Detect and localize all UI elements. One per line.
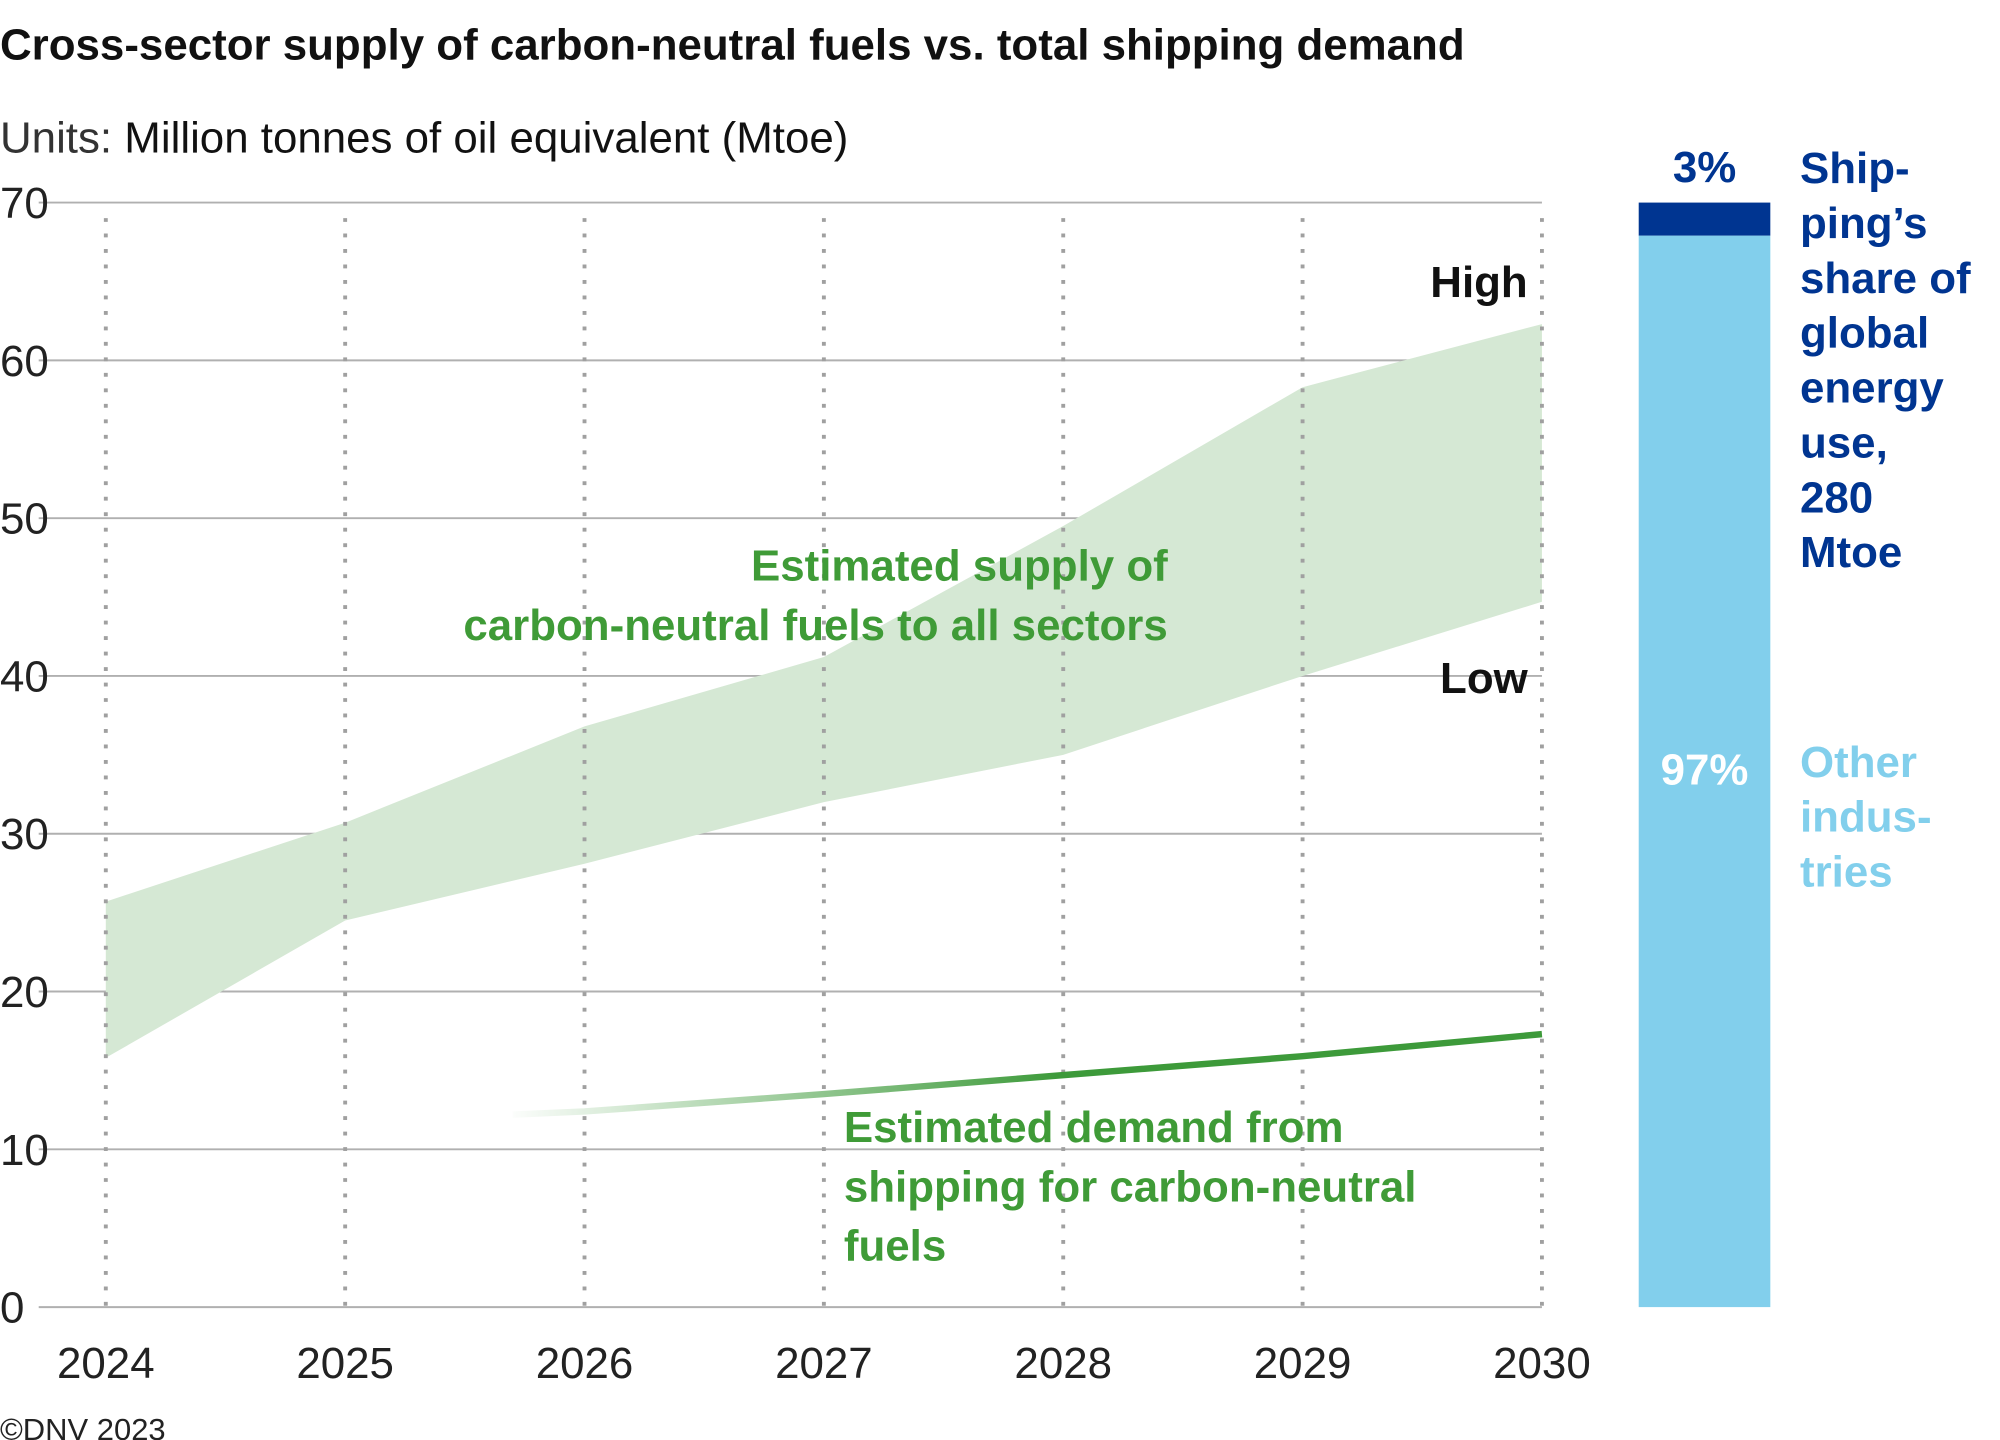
other-industries-text: Other indus-tries bbox=[1800, 738, 1932, 897]
other-text-line: Other bbox=[1800, 738, 1917, 787]
chart-title: Cross-sector supply of carbon-neutral fu… bbox=[0, 20, 1465, 69]
y-tick-label: 40 bbox=[0, 652, 49, 701]
low-label: Low bbox=[1440, 654, 1529, 703]
y-tick-label: 60 bbox=[0, 337, 49, 386]
y-tick-label: 50 bbox=[0, 495, 49, 544]
shipping-share-text: Ship-ping’s share of global energy use, 280 Mt… bbox=[1800, 144, 1971, 577]
y-axis: 0 10 20 30 40 50 60 70 bbox=[0, 179, 49, 1333]
x-axis: 2024 2025 2026 2027 2028 2029 2030 bbox=[57, 1339, 1591, 1388]
shipping-share-segment bbox=[1638, 202, 1771, 236]
other-industries-segment bbox=[1638, 235, 1771, 1308]
vertical-gridlines bbox=[103, 218, 1544, 1308]
shipping-text-line: share of bbox=[1800, 254, 1971, 303]
units-value: Million tonnes of oil equivalent (Mtoe) bbox=[124, 113, 848, 162]
supply-label-line2: carbon-neutral fuels to all sectors bbox=[463, 601, 1167, 650]
shipping-text-line: ping’s bbox=[1800, 199, 1928, 248]
y-tick-label: 0 bbox=[0, 1284, 24, 1333]
other-text-line: indus- bbox=[1800, 793, 1932, 842]
demand-label-line3: fuels bbox=[844, 1222, 946, 1271]
shipping-total-line: Mtoe bbox=[1800, 528, 1902, 577]
other-text-line: tries bbox=[1800, 847, 1893, 896]
other-pct-label: 97% bbox=[1661, 746, 1749, 795]
units-prefix: Units: bbox=[0, 113, 124, 162]
supply-label-line1: Estimated supply of bbox=[751, 542, 1168, 591]
x-tick-label: 2030 bbox=[1493, 1339, 1591, 1388]
x-tick-label: 2026 bbox=[536, 1339, 634, 1388]
y-tick-label: 20 bbox=[0, 968, 49, 1017]
supply-band-area bbox=[105, 324, 1542, 1058]
shipping-text-line: Ship- bbox=[1800, 144, 1910, 193]
shipping-total-line: 280 bbox=[1800, 473, 1873, 522]
x-tick-label: 2027 bbox=[775, 1339, 873, 1388]
shipping-text-line: use, bbox=[1800, 418, 1888, 467]
y-tick-label: 10 bbox=[0, 1126, 49, 1175]
shipping-pct-label: 3% bbox=[1673, 143, 1736, 192]
y-tick-label: 70 bbox=[0, 179, 49, 228]
shipping-text-line: global bbox=[1800, 309, 1929, 358]
x-tick-label: 2025 bbox=[296, 1339, 394, 1388]
x-tick-label: 2024 bbox=[57, 1339, 155, 1388]
y-tick-label: 30 bbox=[0, 810, 49, 859]
x-tick-label: 2028 bbox=[1014, 1339, 1112, 1388]
x-tick-label: 2029 bbox=[1254, 1339, 1352, 1388]
supply-band bbox=[105, 324, 1542, 1058]
shipping-demand-series bbox=[512, 1030, 1543, 1118]
shipping-demand-line bbox=[512, 1030, 1543, 1118]
demand-label-line2: shipping for carbon-neutral bbox=[844, 1162, 1417, 1211]
demand-label-line1: Estimated demand from bbox=[844, 1103, 1344, 1152]
high-label: High bbox=[1430, 258, 1527, 307]
copyright: ©DNV 2023 bbox=[0, 1412, 166, 1440]
units-label: Units: Million tonnes of oil equivalent … bbox=[0, 113, 848, 162]
share-bar bbox=[1638, 202, 1771, 1308]
shipping-text-line: energy bbox=[1800, 364, 1944, 413]
